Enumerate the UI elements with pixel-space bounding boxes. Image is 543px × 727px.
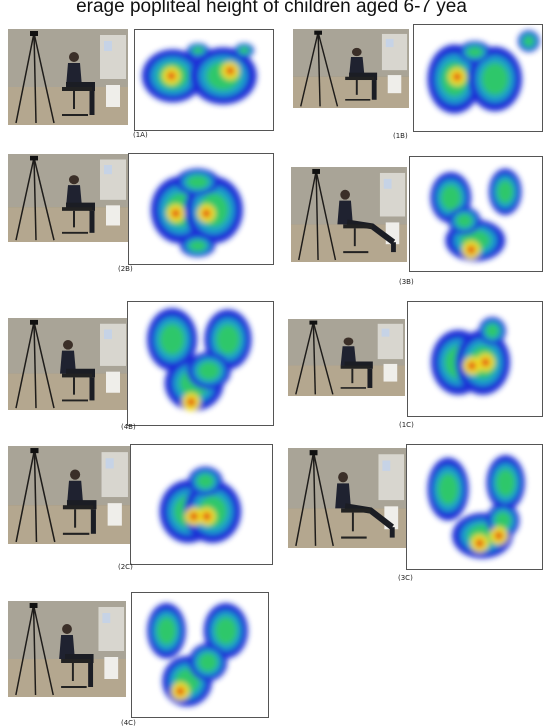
pressure-heatmap (134, 29, 274, 131)
seated-posture-photo (8, 446, 130, 544)
panel-label: (4B) (121, 423, 136, 431)
panel-label: (3C) (398, 574, 413, 582)
pressure-heatmap (409, 156, 543, 272)
seated-posture-photo (288, 448, 406, 548)
caption-fragment: erage popliteal height of children aged … (76, 0, 467, 17)
panel-label: (3B) (399, 278, 414, 286)
seated-posture-photo (8, 318, 128, 410)
seated-posture-photo (288, 319, 405, 396)
pressure-heatmap (128, 153, 274, 265)
panel-label: (1B) (393, 132, 408, 140)
panel-label: (1A) (133, 131, 148, 139)
seated-posture-photo (8, 154, 128, 242)
pressure-heatmap (130, 444, 273, 565)
seated-posture-photo (8, 29, 128, 125)
panel-label: (1C) (399, 421, 414, 429)
pressure-heatmap (131, 592, 269, 718)
pressure-heatmap (413, 24, 543, 132)
panel-label: (2B) (118, 265, 133, 273)
seated-posture-photo (291, 167, 407, 262)
panel-label: (2C) (118, 563, 133, 571)
pressure-heatmap (407, 301, 543, 417)
seated-posture-photo (8, 601, 126, 697)
pressure-heatmap (127, 301, 274, 426)
panel-label: (4C) (121, 719, 136, 727)
seated-posture-photo (293, 29, 409, 108)
pressure-heatmap (406, 444, 543, 570)
